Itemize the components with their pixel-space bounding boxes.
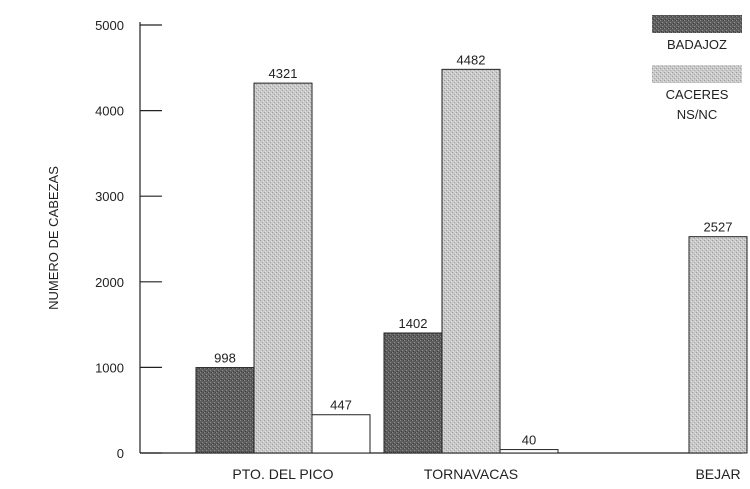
data-label: 4321 bbox=[269, 66, 298, 81]
x-tick-label: BEJAR bbox=[695, 466, 740, 482]
x-tick-label: TORNAVACAS bbox=[424, 466, 518, 482]
legend-label: NS/NC bbox=[677, 107, 717, 122]
bar bbox=[196, 368, 254, 453]
data-label: 447 bbox=[330, 398, 352, 413]
data-label: 1402 bbox=[399, 316, 428, 331]
bar bbox=[312, 415, 370, 453]
legend-swatch bbox=[652, 65, 742, 83]
legend-swatch bbox=[652, 15, 742, 33]
bar bbox=[689, 237, 747, 453]
data-label: 4482 bbox=[457, 52, 486, 67]
y-axis-title: NUMERO DE CABEZAS bbox=[46, 166, 61, 310]
legend-label: CACERES bbox=[666, 87, 729, 102]
y-tick-label: 1000 bbox=[95, 360, 124, 375]
bar bbox=[442, 69, 500, 453]
bar bbox=[384, 333, 442, 453]
y-tick-label: 3000 bbox=[95, 189, 124, 204]
data-label: 2527 bbox=[704, 220, 733, 235]
data-label: 998 bbox=[214, 351, 236, 366]
y-tick-label: 5000 bbox=[95, 18, 124, 33]
bar bbox=[500, 450, 558, 453]
y-tick-label: 0 bbox=[117, 446, 124, 461]
bar bbox=[254, 83, 312, 453]
data-label: 40 bbox=[522, 433, 536, 448]
legend-label: BADAJOZ bbox=[667, 37, 727, 52]
y-tick-label: 4000 bbox=[95, 104, 124, 119]
x-tick-label: PTO. DEL PICO bbox=[232, 466, 333, 482]
y-tick-label: 2000 bbox=[95, 275, 124, 290]
